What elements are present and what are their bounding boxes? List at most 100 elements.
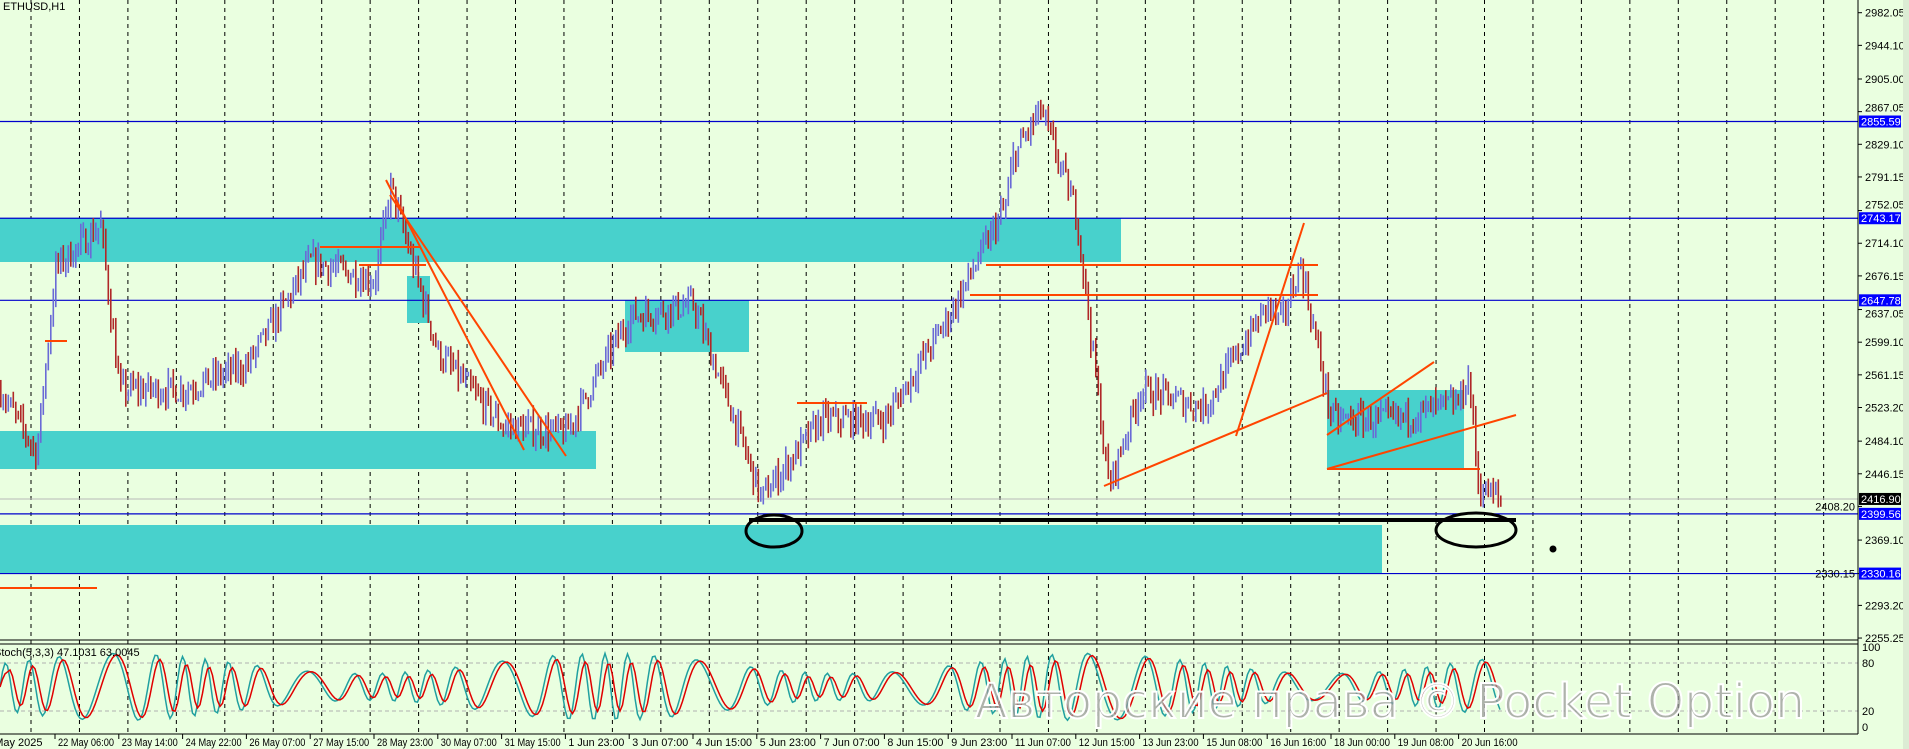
price-bar: [42, 386, 45, 415]
price-bar: [1172, 393, 1175, 410]
price-bar: [402, 206, 405, 234]
price-bar: [1330, 406, 1332, 427]
price-bar: [1392, 401, 1395, 420]
price-bar: [547, 412, 550, 452]
price-bar: [95, 222, 97, 241]
price-bar: [120, 363, 122, 392]
price-bar: [1350, 405, 1352, 426]
price-bar: [1030, 116, 1032, 146]
trendline[interactable]: [1235, 222, 1305, 437]
price-bar: [792, 453, 795, 471]
price-bar: [1107, 443, 1110, 480]
time-axis[interactable]: May 2025 22 May 06:00 23 May 14:00 24 May 2…: [0, 734, 1518, 749]
price-bar: [965, 281, 967, 292]
price-bar: [970, 267, 972, 280]
price-bar: [1400, 407, 1402, 430]
price-bar: [442, 358, 445, 374]
price-bar: [985, 225, 987, 245]
price-bar: [40, 403, 42, 443]
price-bar: [1470, 371, 1472, 409]
price-bar: [577, 405, 580, 432]
price-bar: [727, 382, 730, 407]
price-bar: [360, 267, 362, 297]
y-tick-label: 2714.10: [1865, 238, 1905, 250]
price-bar: [1440, 394, 1442, 410]
price-bar: [827, 400, 830, 434]
price-bar: [1302, 258, 1305, 299]
level-tag-label: 2855.59: [1861, 117, 1901, 129]
zone-small: [407, 276, 430, 323]
price-bar: [940, 325, 942, 335]
price-bar: [265, 328, 267, 347]
price-bar: [572, 422, 575, 435]
trendline[interactable]: [1326, 414, 1517, 470]
price-bar: [1387, 396, 1390, 419]
price-bar: [172, 369, 175, 398]
price-bar: [462, 363, 465, 383]
price-bar: [227, 352, 230, 382]
price-bar: [1182, 390, 1185, 417]
price-bar: [1342, 408, 1345, 422]
price-bar: [842, 405, 845, 429]
price-bar: [567, 413, 570, 430]
price-bar: [262, 328, 265, 336]
price-bar: [515, 419, 517, 440]
price-bar: [617, 322, 620, 349]
price-bar: [20, 405, 22, 423]
price-bar: [175, 385, 177, 403]
support-ellipse-right[interactable]: [1434, 511, 1518, 549]
price-bar: [710, 332, 712, 366]
price-bar: [1447, 396, 1450, 401]
price-bar: [1057, 149, 1060, 174]
price-bar: [1130, 405, 1132, 443]
price-bar: [15, 401, 17, 424]
right-scrollbar[interactable]: [1903, 0, 1909, 749]
price-axis[interactable]: 2982.05 2944.10 2905.00 2867.05 2829.10 2791.…: [1815, 8, 1905, 645]
price-bar: [27, 435, 30, 447]
price-bar: [1012, 142, 1015, 175]
price-bar: [35, 442, 37, 470]
trendline[interactable]: [1103, 392, 1328, 487]
x-tick-label: 3 Jun 07:00: [632, 737, 688, 749]
support-ellipse-left[interactable]: [744, 513, 804, 549]
price-bar: [77, 242, 80, 257]
x-tick-label: 1 Jun 23:00: [568, 737, 624, 749]
price-bar: [975, 264, 977, 272]
price-bar: [452, 352, 455, 372]
price-bar: [145, 382, 147, 407]
price-bar: [1100, 383, 1102, 435]
trendline[interactable]: [1326, 361, 1435, 436]
price-bar: [1175, 385, 1177, 403]
price-bar: [177, 398, 180, 402]
price-bar: [1155, 373, 1157, 410]
price-bar: [900, 388, 902, 408]
price-bar: [622, 319, 625, 341]
price-bar: [512, 418, 515, 436]
price-bar: [790, 457, 792, 482]
support-drawing[interactable]: [744, 511, 1557, 553]
price-bar: [1240, 352, 1242, 362]
price-bar: [745, 436, 747, 460]
price-bar: [857, 406, 860, 435]
price-bar: [1207, 403, 1210, 424]
price-bar: [1297, 262, 1300, 293]
price-bar: [1215, 388, 1217, 398]
y-tick-label: 2829.10: [1865, 139, 1905, 151]
price-bar: [1380, 399, 1382, 423]
y-tick-label: 2293.20: [1865, 600, 1905, 612]
stoch-label: Stoch(5,3,3) 47.1031 63.0045: [0, 647, 140, 659]
price-bar: [1437, 398, 1440, 411]
price-bar: [650, 313, 652, 327]
price-bar: [1345, 413, 1347, 419]
price-bar: [1405, 402, 1407, 423]
trendline[interactable]: [385, 179, 525, 451]
price-bar: [505, 419, 507, 435]
price-bar: [347, 269, 350, 284]
price-bar: [487, 387, 490, 406]
trendline[interactable]: [389, 194, 567, 457]
price-bar: [1332, 402, 1335, 423]
x-tick-label: 4 Jun 15:00: [696, 737, 752, 749]
price-bar: [1455, 389, 1457, 410]
trendlines[interactable]: [0, 179, 1517, 589]
